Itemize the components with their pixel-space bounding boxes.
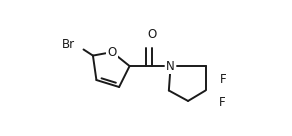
Text: N: N — [166, 60, 175, 73]
Text: Br: Br — [62, 38, 74, 51]
Text: F: F — [219, 96, 225, 109]
Text: F: F — [220, 73, 226, 86]
Text: O: O — [148, 28, 157, 41]
Text: O: O — [107, 46, 117, 59]
